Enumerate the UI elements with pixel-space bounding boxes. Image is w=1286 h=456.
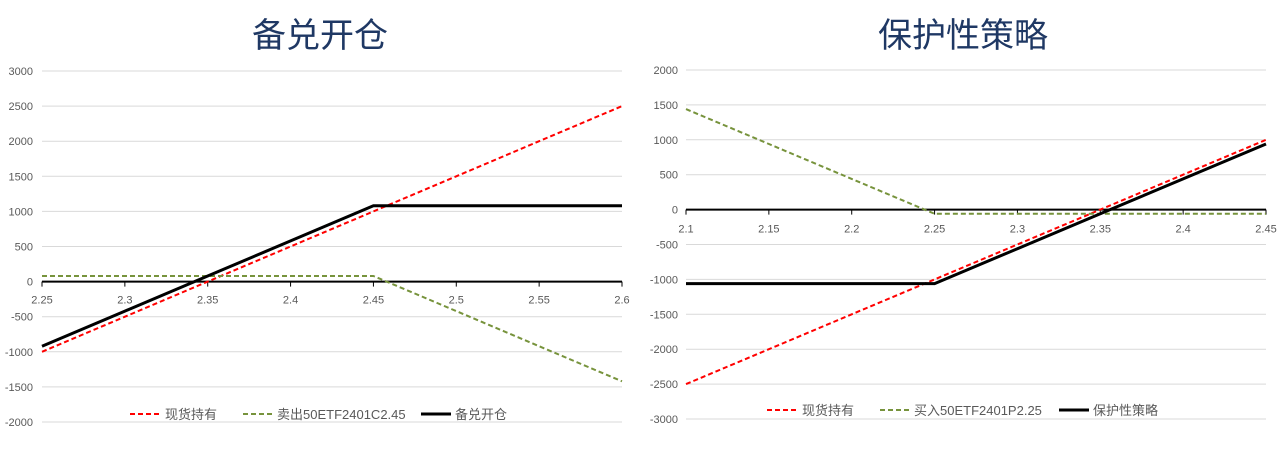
y-tick-label: -500	[11, 312, 33, 324]
x-tick-label: 2.35	[197, 295, 218, 307]
legend-item: 现货持有	[767, 403, 854, 418]
x-tick-label: 2.15	[758, 224, 779, 236]
y-tick-label: 1500	[654, 100, 678, 112]
y-tick-label: -3000	[650, 414, 678, 426]
y-tick-label: 0	[27, 277, 33, 289]
x-tick-label: 2.4	[283, 295, 298, 307]
plot-area: 3000 2500 2000 1500 1000 500 0 -500 -1000 -1500 -2…	[5, 66, 630, 429]
x-tick-label: 2.4	[1175, 224, 1190, 236]
protective-put-chart: 保护性策略 2000 1500 1000 500 0 -500 -1000 -1500 -200…	[650, 16, 1277, 426]
y-tick-label: -500	[656, 240, 678, 252]
legend-label: 买入50ETF2401P2.25	[914, 403, 1042, 418]
y-tick-label: -1000	[5, 347, 33, 359]
legend-label: 现货持有	[802, 403, 854, 418]
y-tick-label: 2000	[9, 136, 33, 148]
chart-title: 备兑开仓	[252, 16, 388, 56]
x-tick-label: 2.55	[528, 295, 549, 307]
legend: 现货持有 买入50ETF2401P2.25 保护性策略	[767, 403, 1158, 418]
y-tick-label: -1500	[5, 382, 33, 394]
legend-label: 保护性策略	[1093, 403, 1158, 418]
y-tick-label: 1000	[654, 135, 678, 147]
x-tick-label: 2.35	[1090, 224, 1111, 236]
x-tick-label: 2.25	[31, 295, 52, 307]
x-tick-label: 2.5	[449, 295, 464, 307]
y-tick-label: -2500	[650, 379, 678, 391]
y-tick-label: 0	[672, 205, 678, 217]
y-tick-label: 3000	[9, 66, 33, 78]
x-tick-label: 2.25	[924, 224, 945, 236]
series-2-line	[42, 275, 623, 383]
y-tick-label: 1500	[9, 171, 33, 183]
y-tick-label: -1000	[650, 274, 678, 286]
y-tick-label: 500	[15, 242, 33, 254]
y-tick-label: -1500	[650, 309, 678, 321]
series-1-line	[41, 105, 623, 353]
legend-item: 保护性策略	[1059, 403, 1158, 418]
series-2-line	[685, 108, 1266, 215]
series-3-line	[686, 142, 1267, 286]
x-tick-label: 2.2	[844, 224, 859, 236]
y-tick-label: -2000	[650, 344, 678, 356]
chart-title: 保护性策略	[878, 16, 1048, 56]
legend-label: 现货持有	[165, 407, 217, 422]
y-tick-label: 2500	[9, 101, 33, 113]
covered-call-chart: 备兑开仓 3000 2500 2000 1500 1000 500 0 -500 -1000 -1…	[5, 16, 630, 429]
legend: 现货持有 卖出50ETF2401C2.45 备兑开仓	[130, 407, 507, 422]
x-tick-label: 2.6	[614, 295, 629, 307]
legend-label: 备兑开仓	[455, 407, 507, 422]
series-3-line	[41, 204, 622, 348]
legend-item: 备兑开仓	[421, 407, 507, 422]
x-tick-label: 2.1	[678, 224, 693, 236]
x-tick-label: 2.45	[1255, 224, 1276, 236]
series-1-line	[685, 138, 1267, 386]
legend-item: 卖出50ETF2401C2.45	[243, 407, 406, 422]
legend-item: 买入50ETF2401P2.25	[880, 403, 1042, 418]
legend-label: 卖出50ETF2401C2.45	[277, 407, 406, 422]
plot-area: 2000 1500 1000 500 0 -500 -1000 -1500 -2000 -2500…	[650, 65, 1277, 426]
x-tick-label: 2.45	[363, 295, 384, 307]
legend-item: 现货持有	[130, 407, 217, 422]
y-tick-label: 2000	[654, 65, 678, 77]
y-tick-label: 1000	[9, 206, 33, 218]
x-tick-label: 2.3	[117, 295, 132, 307]
y-tick-label: -2000	[5, 417, 33, 429]
x-tick-label: 2.3	[1010, 224, 1025, 236]
y-tick-label: 500	[660, 170, 678, 182]
